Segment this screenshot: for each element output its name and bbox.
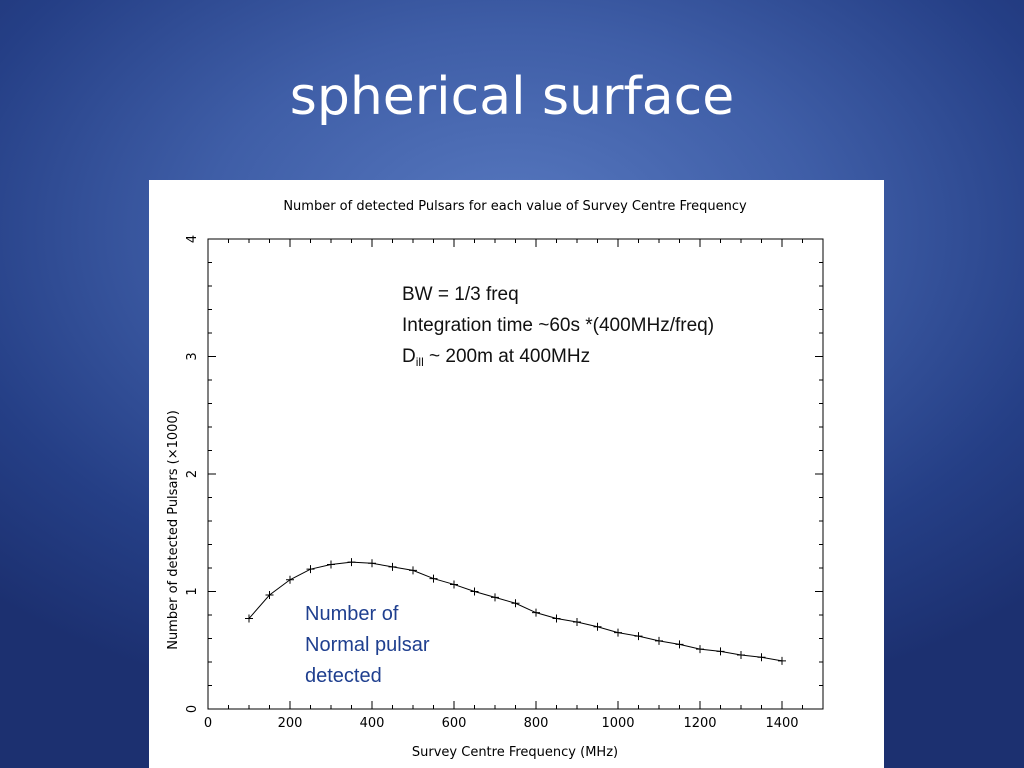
data-point xyxy=(511,599,520,608)
slide-title: spherical surface xyxy=(289,67,735,127)
data-point xyxy=(614,628,622,637)
data-point xyxy=(573,618,581,627)
series-note-line: Number of xyxy=(305,603,399,625)
data-point xyxy=(327,560,335,569)
series-note-line: detected xyxy=(305,665,382,687)
data-point xyxy=(286,575,294,584)
dill-rest: ~ 200m at 400MHz xyxy=(423,346,591,367)
y-tick-label: 3 xyxy=(185,352,200,360)
dill-subscript: ill xyxy=(415,355,424,369)
data-point xyxy=(388,562,397,571)
x-tick-label: 600 xyxy=(442,716,467,731)
x-tick-label: 400 xyxy=(360,716,385,731)
y-tick-label: 2 xyxy=(185,470,200,478)
data-point xyxy=(450,580,458,589)
data-point xyxy=(429,574,438,583)
data-point xyxy=(757,653,766,662)
data-point xyxy=(593,622,602,631)
x-axis-label: Survey Centre Frequency (MHz) xyxy=(412,745,618,760)
data-point xyxy=(265,591,274,600)
x-tick-label: 1200 xyxy=(683,716,716,731)
data-point xyxy=(552,614,561,623)
series-note: Number of Normal pulsar detected xyxy=(305,599,429,692)
integration-time-note: Integration time ~60s *(400MHz/freq) xyxy=(402,315,715,336)
bandwidth-note: BW = 1/3 freq xyxy=(402,284,519,305)
x-tick-label: 800 xyxy=(524,716,549,731)
pulsar-chart: Number of detected Pulsars for each valu… xyxy=(166,199,824,760)
y-tick-label: 4 xyxy=(185,235,200,243)
x-tick-label: 0 xyxy=(204,716,212,731)
data-point xyxy=(778,656,786,665)
y-axis-label: Number of detected Pulsars (×1000) xyxy=(166,410,181,650)
data-point xyxy=(696,645,704,654)
x-tick-label: 1000 xyxy=(601,716,634,731)
data-point xyxy=(245,614,253,623)
y-tick-label: 1 xyxy=(185,587,200,595)
data-point xyxy=(675,640,684,649)
data-point xyxy=(409,566,417,575)
data-point xyxy=(306,565,315,574)
series-note-line: Normal pulsar xyxy=(305,634,430,656)
data-point xyxy=(737,650,745,659)
y-tick-label: 0 xyxy=(185,705,200,713)
parameters-annotation: BW = 1/3 freq Integration time ~60s *(40… xyxy=(402,279,714,378)
data-point xyxy=(347,558,356,567)
data-point xyxy=(532,608,540,617)
data-point xyxy=(634,632,643,641)
data-point xyxy=(491,593,499,602)
x-tick-label: 200 xyxy=(278,716,303,731)
data-point xyxy=(655,636,663,645)
data-point xyxy=(716,647,725,656)
illumination-diameter-note: Dill ~ 200m at 400MHz xyxy=(402,341,714,378)
chart-panel: Number of detected Pulsars for each valu… xyxy=(149,180,884,768)
x-tick-label: 1400 xyxy=(765,716,798,731)
dill-base: D xyxy=(402,346,416,367)
data-point xyxy=(368,559,376,568)
data-point xyxy=(470,587,479,596)
chart-title: Number of detected Pulsars for each valu… xyxy=(283,199,747,214)
